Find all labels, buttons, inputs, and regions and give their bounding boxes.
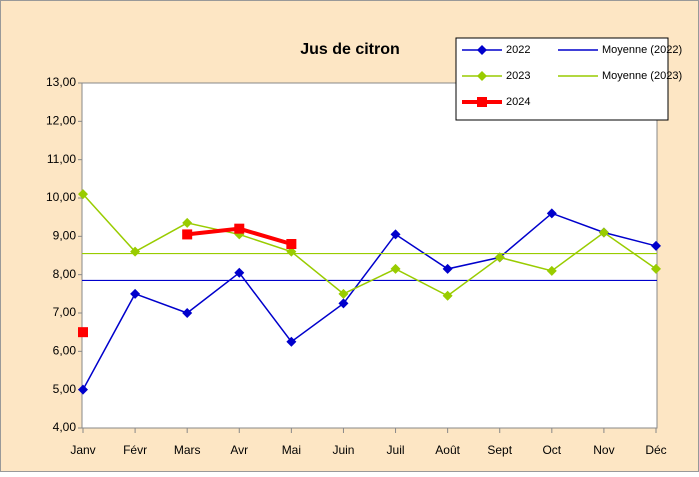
point <box>390 263 401 274</box>
point <box>494 252 505 263</box>
point <box>338 288 349 299</box>
x-tick-label: Sept <box>487 443 512 457</box>
x-tick-label: Avr <box>230 443 248 457</box>
legend-marker <box>477 71 487 81</box>
y-tick-label: 8,00 <box>53 267 77 281</box>
x-tick-label: Nov <box>593 443 614 457</box>
point <box>286 336 297 347</box>
point <box>442 290 453 301</box>
x-tick-label: Oct <box>542 443 561 457</box>
legend-marker <box>477 45 487 55</box>
legend-marker <box>477 97 487 107</box>
x-tick-label: Mai <box>282 443 301 457</box>
point <box>390 229 401 240</box>
series-line <box>82 193 657 297</box>
legend-label: Moyenne (2022) <box>602 44 682 56</box>
point <box>234 223 245 234</box>
y-tick-label: 4,00 <box>53 420 77 434</box>
x-tick-label: Juil <box>387 443 405 457</box>
plot-area <box>81 82 658 429</box>
point <box>651 263 661 274</box>
point <box>182 217 193 228</box>
x-tick-label: Août <box>435 443 460 457</box>
point <box>130 288 141 299</box>
point <box>78 189 88 200</box>
x-tick-label: Déc <box>645 443 666 457</box>
point <box>286 239 297 249</box>
x-tick-label: Janv <box>70 443 95 457</box>
y-tick-label: 10,00 <box>46 190 76 204</box>
point <box>546 265 557 276</box>
legend-label: Moyenne (2023) <box>602 70 682 82</box>
legend-label: 2024 <box>506 96 530 108</box>
y-tick-label: 7,00 <box>53 305 77 319</box>
legend-label: 2023 <box>506 70 530 82</box>
y-tick-label: 11,00 <box>47 152 76 166</box>
x-tick-label: Mars <box>174 443 201 457</box>
series-line <box>82 212 657 391</box>
point <box>78 384 88 395</box>
y-tick-label: 9,00 <box>53 229 77 243</box>
x-tick-label: Févr <box>123 443 147 457</box>
point <box>442 263 453 274</box>
point <box>182 308 193 318</box>
point <box>338 298 349 309</box>
x-tick-label: Juin <box>332 443 354 457</box>
y-tick-label: 5,00 <box>53 382 77 396</box>
y-tick-label: 12,00 <box>46 114 76 128</box>
point <box>651 240 661 251</box>
legend-label: 2022 <box>506 44 530 56</box>
chart-title: Jus de citron <box>300 41 400 58</box>
point <box>182 229 193 240</box>
legend <box>455 37 669 121</box>
point <box>234 267 245 278</box>
y-tick-label: 6,00 <box>53 344 77 358</box>
point <box>78 327 88 338</box>
y-tick-label: 13,00 <box>46 75 76 89</box>
point <box>598 227 609 238</box>
point <box>546 208 557 219</box>
